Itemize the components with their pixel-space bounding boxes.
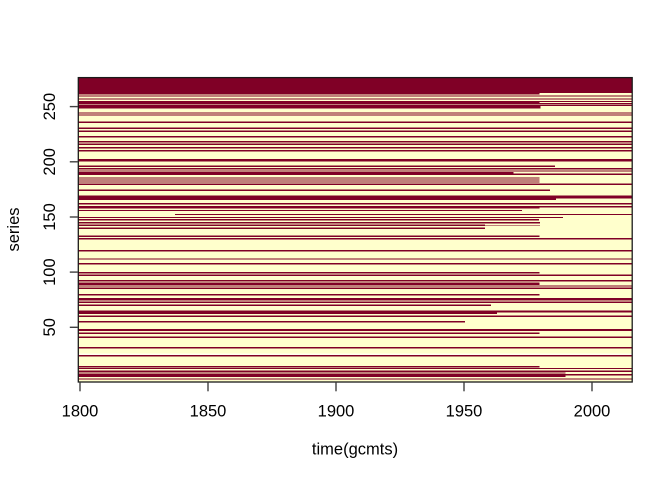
svg-text:100: 100: [41, 258, 59, 286]
svg-text:1850: 1850: [190, 403, 227, 421]
svg-text:2000: 2000: [574, 403, 611, 421]
svg-text:time(gcmts): time(gcmts): [312, 441, 398, 459]
svg-text:1950: 1950: [446, 403, 483, 421]
svg-text:1900: 1900: [318, 403, 355, 421]
svg-text:50: 50: [41, 318, 59, 336]
svg-text:250: 250: [41, 93, 59, 121]
svg-text:200: 200: [41, 148, 59, 176]
svg-text:1800: 1800: [62, 403, 99, 421]
svg-text:series: series: [5, 207, 23, 251]
svg-text:150: 150: [41, 203, 59, 231]
